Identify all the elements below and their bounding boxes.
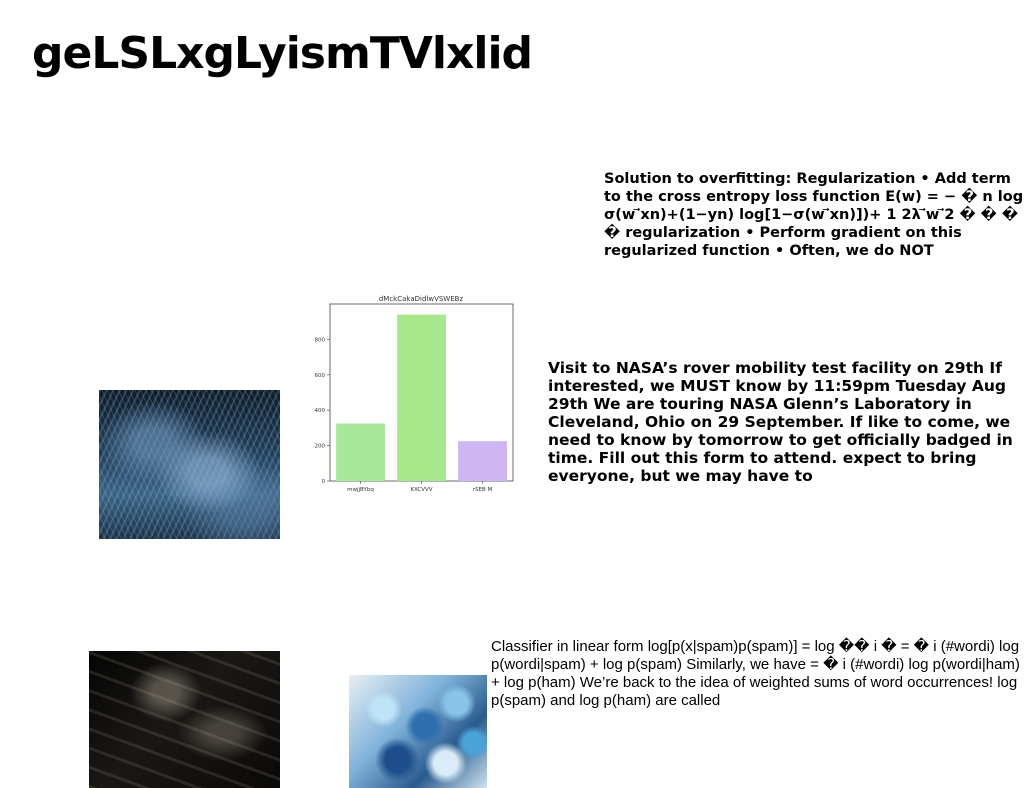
- bar-chart: dMckCakaDidlwVSWEBz 0 200 400 600 800 mwjjBY…: [315, 295, 514, 493]
- y-tick-label: 400: [315, 408, 326, 414]
- bars: [336, 314, 507, 481]
- x-tick-label: mwjjBYbq: [347, 487, 374, 493]
- classifier-text: Classifier in linear form log[p(x|spam)p…: [491, 638, 1020, 709]
- bar: [336, 423, 385, 481]
- bar: [458, 441, 507, 481]
- x-axis: mwjjBYbq KXCVVV rSEB M: [347, 481, 492, 493]
- y-axis: 0 200 400 600 800: [315, 337, 330, 485]
- regularization-text: Solution to overfitting: Regularization …: [604, 171, 1024, 259]
- bar: [397, 314, 446, 481]
- x-tick-label: rSEB M: [473, 487, 493, 493]
- blue-floral-image: [349, 675, 487, 788]
- y-tick-label: 0: [322, 479, 326, 485]
- chart-title: dMckCakaDidlwVSWEBz: [379, 295, 464, 303]
- x-tick-label: KXCVVV: [410, 487, 432, 493]
- dark-abstract-image: [89, 651, 280, 788]
- y-tick-label: 800: [315, 337, 326, 343]
- nasa-visit-text: Visit to NASA’s rover mobility test faci…: [548, 359, 1013, 485]
- y-tick-label: 600: [315, 373, 326, 379]
- page-title: geLSLxgLyismTVlxlid: [32, 28, 533, 79]
- y-tick-label: 200: [315, 444, 326, 450]
- frost-plants-image: [99, 390, 280, 539]
